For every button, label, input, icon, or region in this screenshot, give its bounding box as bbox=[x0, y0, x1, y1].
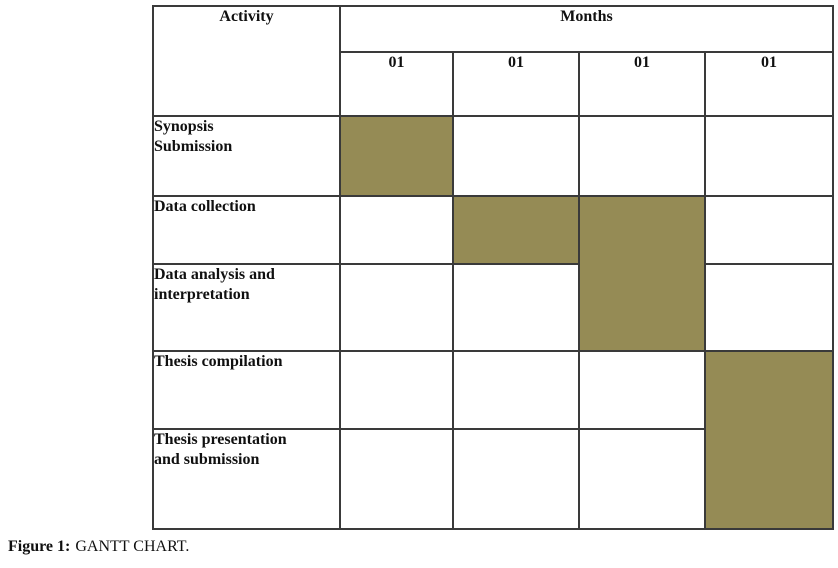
gantt-empty-cell bbox=[578, 350, 706, 430]
figure-caption: Figure 1: GANTT CHART. bbox=[8, 538, 189, 556]
gantt-bar-cell-merged bbox=[578, 195, 706, 352]
activity-label: Data analysis and interpretation bbox=[152, 263, 341, 352]
row-data-collection: Data collection bbox=[152, 195, 835, 352]
header-month-1: 01 bbox=[339, 51, 454, 117]
activity-label: Data collection bbox=[152, 195, 341, 265]
row-thesis-presentation: Thesis presentation and submission bbox=[152, 428, 833, 530]
figure-caption-label: Figure 1: bbox=[8, 538, 71, 555]
gantt-empty-cell bbox=[578, 115, 706, 197]
gantt-empty-cell bbox=[452, 350, 580, 430]
gantt-empty-cell bbox=[452, 428, 580, 530]
header-row-months: Activity Months bbox=[152, 5, 835, 117]
gantt-bar-cell-merged bbox=[703, 350, 835, 530]
row-thesis-compilation: Thesis compilation bbox=[152, 350, 835, 530]
header-months: Months bbox=[338, 5, 835, 53]
figure-caption-text: GANTT CHART. bbox=[75, 538, 190, 555]
gantt-empty-cell bbox=[452, 115, 580, 197]
header-month-4: 01 bbox=[703, 51, 835, 117]
gantt-empty-cell bbox=[339, 263, 454, 352]
header-row-month-numbers: 01 01 01 01 bbox=[153, 51, 835, 117]
gantt-empty-cell bbox=[452, 263, 580, 352]
activity-label: Synopsis Submission bbox=[152, 115, 341, 197]
gantt-empty-cell bbox=[339, 428, 454, 530]
gantt-empty-cell bbox=[703, 115, 835, 197]
row-data-analysis: Data analysis and interpretation bbox=[152, 263, 835, 352]
header-month-2: 01 bbox=[452, 51, 580, 117]
gantt-empty-cell bbox=[578, 428, 706, 530]
activity-label: Thesis compilation bbox=[152, 350, 341, 430]
gantt-bar-cell bbox=[452, 195, 580, 265]
row-synopsis-submission: Synopsis Submission bbox=[152, 115, 835, 197]
gantt-empty-cell bbox=[339, 350, 454, 430]
gantt-bar-cell bbox=[339, 115, 454, 197]
gantt-empty-cell bbox=[703, 263, 835, 352]
header-month-3: 01 bbox=[578, 51, 706, 117]
gantt-table: Activity Months 01 01 01 01 Synopsis Sub… bbox=[152, 5, 835, 530]
gantt-empty-cell bbox=[339, 195, 454, 265]
activity-label: Thesis presentation and submission bbox=[152, 428, 341, 530]
gantt-empty-cell bbox=[703, 195, 835, 265]
header-activity: Activity bbox=[152, 5, 341, 117]
